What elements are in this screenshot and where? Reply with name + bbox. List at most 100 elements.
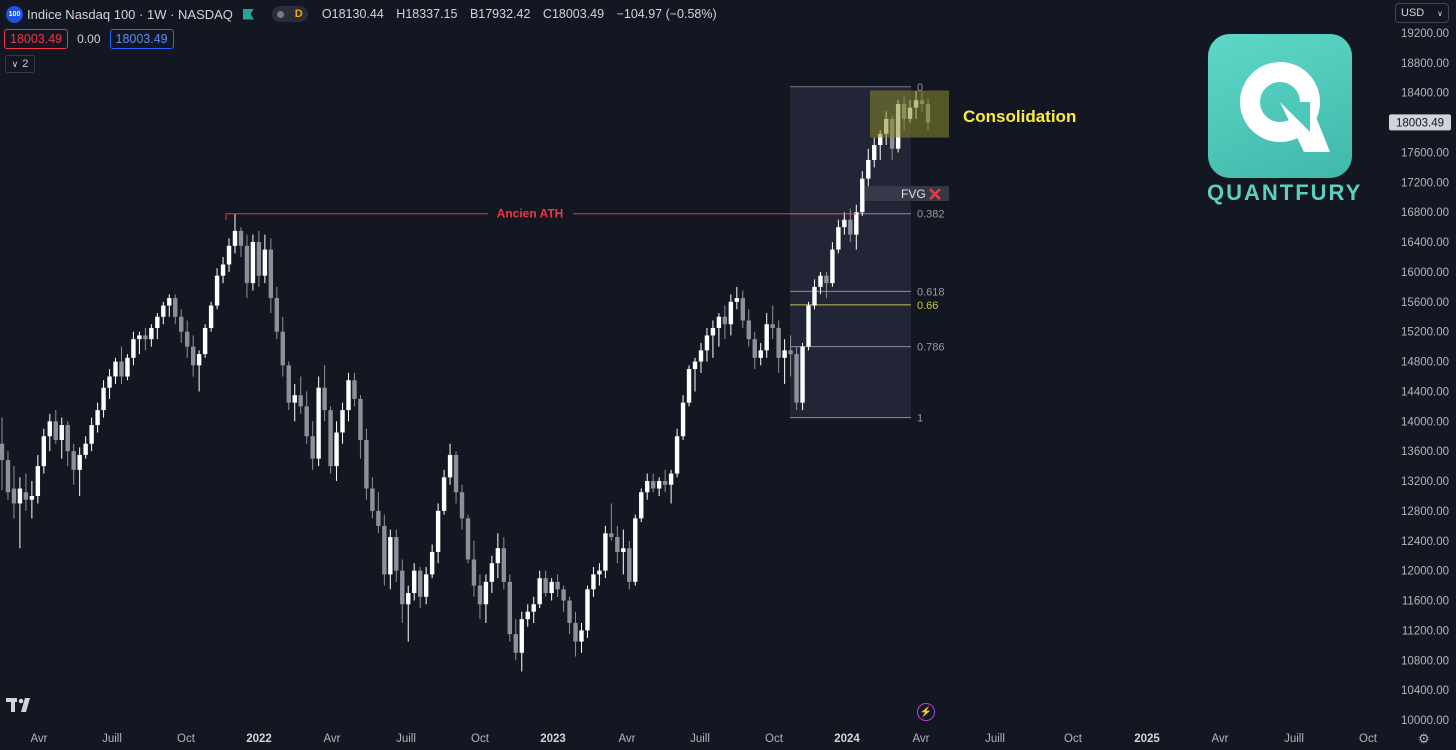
price-tick-0: 19200.00 xyxy=(1401,28,1449,40)
candle-1 xyxy=(5,451,11,500)
candle-21 xyxy=(125,354,130,381)
price-tick-1: 18800.00 xyxy=(1401,58,1449,70)
candle-52 xyxy=(310,421,315,470)
currency-select[interactable]: USD ∨ xyxy=(1395,3,1449,23)
price-tick-16: 12800.00 xyxy=(1401,506,1449,518)
candle-139 xyxy=(830,242,835,287)
fib-level-label-2: 0.618 xyxy=(917,286,945,298)
candle-24 xyxy=(143,327,148,351)
consolidation-zone xyxy=(870,90,949,138)
flag-icon[interactable] xyxy=(242,8,254,20)
candle-10 xyxy=(59,417,64,459)
candle-121 xyxy=(722,305,728,340)
ohlc-high-key: H xyxy=(396,7,406,21)
chart-header: 100 Indice Nasdaq 100 · 1W · NASDAQ D O1… xyxy=(6,5,717,23)
candle-114 xyxy=(680,395,686,440)
quantfury-q-icon xyxy=(1240,62,1330,152)
candle-46 xyxy=(274,286,280,340)
candle-117 xyxy=(698,342,704,373)
price-tick-2: 18400.00 xyxy=(1401,88,1449,100)
candle-51 xyxy=(304,391,309,444)
bid-price-box[interactable]: 18003.49 xyxy=(4,29,69,49)
market-status-pill[interactable]: D xyxy=(271,6,308,22)
candle-140 xyxy=(836,219,841,254)
candle-7 xyxy=(41,428,47,474)
time-tick-12: Avr xyxy=(912,733,929,745)
price-tick-12: 14400.00 xyxy=(1401,386,1449,398)
candle-14 xyxy=(83,436,88,459)
indicators-toggle[interactable]: ∨ 2 xyxy=(5,55,35,73)
annotations-group: Consolidation FVG Ancien ATH xyxy=(225,90,1076,221)
time-axis[interactable]: Avr Juill Oct 2022 Avr Juill Oct 2023 Avr Juill Oc… xyxy=(30,733,1377,745)
time-tick-10: Oct xyxy=(765,733,784,745)
price-tick-22: 10400.00 xyxy=(1401,685,1449,697)
candle-113 xyxy=(674,428,680,478)
ath-label: Ancien ATH xyxy=(497,207,564,221)
candle-60 xyxy=(358,395,363,459)
candle-112 xyxy=(668,469,674,504)
candle-69 xyxy=(412,563,417,601)
candle-58 xyxy=(346,372,351,422)
candle-36 xyxy=(214,268,220,310)
candle-18 xyxy=(107,369,112,399)
candle-135 xyxy=(806,301,811,351)
candle-96 xyxy=(573,611,578,657)
time-tick-16: Avr xyxy=(1211,733,1228,745)
candle-0 xyxy=(0,417,5,491)
candle-122 xyxy=(728,294,734,336)
candle-68 xyxy=(406,585,411,642)
delay-badge: D xyxy=(294,8,303,20)
time-tick-18: Oct xyxy=(1359,733,1378,745)
price-tick-11: 14800.00 xyxy=(1401,357,1449,369)
price-axis[interactable]: 19200.0018800.0018400.0018000.0017600.00… xyxy=(1389,28,1451,727)
ohlc-low-key: B xyxy=(469,7,479,21)
candle-125 xyxy=(746,309,751,347)
candle-59 xyxy=(352,372,357,407)
candle-73 xyxy=(435,503,441,564)
price-tick-7: 16400.00 xyxy=(1401,237,1449,249)
ohlc-low-value: 17932.42 xyxy=(478,7,531,21)
time-tick-0: Avr xyxy=(30,733,47,745)
symbol-title[interactable]: Indice Nasdaq 100 · 1W · NASDAQ xyxy=(27,6,233,22)
candle-87 xyxy=(519,611,524,672)
time-tick-15: 2025 xyxy=(1134,733,1160,745)
tradingview-logo[interactable] xyxy=(6,696,36,719)
last-price-label: 18003.49 xyxy=(1396,117,1444,129)
candle-25 xyxy=(149,324,154,347)
fib-level-label-5: 1 xyxy=(917,413,923,425)
candle-128 xyxy=(764,313,769,358)
candle-110 xyxy=(656,477,662,496)
candle-102 xyxy=(609,503,614,541)
candle-50 xyxy=(298,376,303,414)
candle-108 xyxy=(645,473,650,500)
ask-price-box[interactable]: 18003.49 xyxy=(109,29,174,49)
time-tick-1: Juill xyxy=(102,733,122,745)
candle-20 xyxy=(119,346,124,384)
candle-67 xyxy=(400,559,405,623)
time-tick-3: 2022 xyxy=(246,733,272,745)
fib-level-label-3: 0.66 xyxy=(917,300,938,312)
gear-icon[interactable]: ⚙ xyxy=(1418,731,1430,746)
candle-42 xyxy=(250,234,256,291)
candle-78 xyxy=(465,514,471,564)
last-price-tag xyxy=(1389,114,1451,131)
candle-109 xyxy=(650,473,656,493)
price-tick-6: 16800.00 xyxy=(1401,207,1449,219)
fib-level-label-0: 0 xyxy=(917,82,923,94)
candles-group xyxy=(0,90,931,672)
symbol-badge: 100 xyxy=(6,5,23,23)
candle-105 xyxy=(627,540,632,590)
candle-84 xyxy=(501,537,507,590)
candle-17 xyxy=(101,380,106,418)
candle-15 xyxy=(89,417,94,452)
candle-57 xyxy=(340,402,345,444)
time-tick-9: Juill xyxy=(690,733,710,745)
time-tick-17: Juill xyxy=(1284,733,1304,745)
quote-row: 18003.49 0.00 18003.49 xyxy=(4,29,174,49)
candle-82 xyxy=(489,555,495,594)
replay-bolt-icon[interactable]: ⚡ xyxy=(917,703,935,721)
fib-level-label-4: 0.786 xyxy=(917,342,945,354)
candle-62 xyxy=(370,477,375,519)
time-tick-11: 2024 xyxy=(834,733,860,745)
